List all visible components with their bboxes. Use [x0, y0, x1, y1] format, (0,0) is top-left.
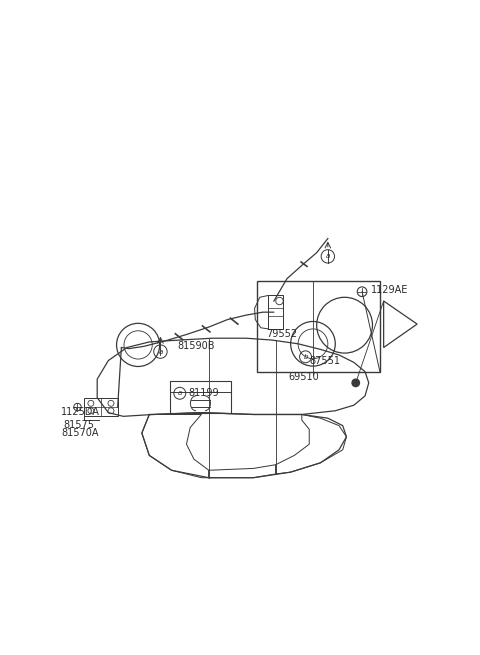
- Text: 87551: 87551: [309, 356, 340, 365]
- Text: 69510: 69510: [288, 372, 319, 383]
- Text: 81590B: 81590B: [177, 341, 215, 350]
- Bar: [257, 280, 380, 371]
- Text: b: b: [303, 354, 308, 360]
- Text: 79552: 79552: [266, 329, 298, 339]
- Text: a: a: [178, 390, 182, 396]
- Text: 1125DA: 1125DA: [61, 407, 100, 417]
- Circle shape: [352, 379, 360, 386]
- Text: a: a: [326, 253, 330, 259]
- Text: 81199: 81199: [188, 388, 219, 398]
- Text: 81575: 81575: [64, 419, 95, 430]
- Text: 1129AE: 1129AE: [371, 285, 408, 295]
- Bar: [84, 398, 118, 417]
- Bar: [170, 381, 231, 413]
- Text: 81570A: 81570A: [62, 428, 99, 438]
- Text: a: a: [158, 348, 163, 354]
